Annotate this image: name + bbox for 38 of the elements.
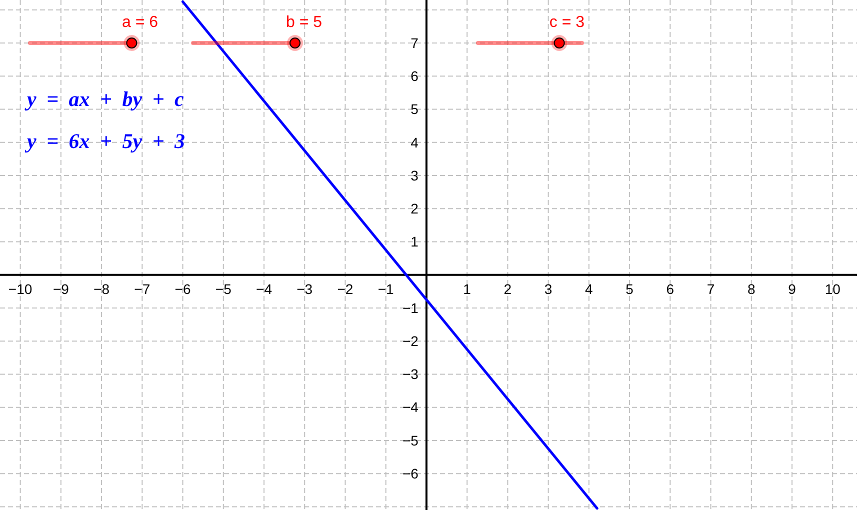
x-tick-label: 8	[748, 280, 756, 297]
x-tick-label: 9	[788, 280, 796, 297]
y-tick-label: 7	[410, 34, 419, 51]
x-tick-label: −9	[52, 280, 70, 297]
x-tick-label: −4	[256, 280, 272, 297]
x-tick-label: 6	[666, 280, 674, 297]
annotation: y = ax + by + c	[24, 87, 185, 111]
x-tick-label: −6	[174, 280, 191, 297]
y-tick-label: −3	[402, 366, 419, 382]
x-tick-label: −2	[337, 280, 354, 297]
y-tick-label: −6	[402, 465, 419, 482]
y-tick-label: −1	[402, 300, 419, 316]
y-tick-label: −2	[402, 333, 419, 350]
y-tick-label: 4	[410, 134, 419, 150]
y-tick-label: 2	[410, 200, 419, 217]
y-tick-label: 1	[410, 234, 419, 250]
annotation: c = 3	[549, 14, 585, 31]
annotation: a = 6	[122, 14, 158, 31]
y-tick-label: 6	[410, 68, 419, 84]
x-tick-label: −8	[94, 280, 110, 297]
annotation: b = 5	[286, 14, 322, 31]
y-tick-label: −5	[402, 432, 419, 448]
x-tick-label: −5	[215, 280, 232, 297]
x-tick-label: −7	[134, 280, 150, 297]
x-tick-label: 3	[544, 280, 552, 297]
annotation: y = 6x + 5y + 3	[24, 129, 186, 153]
x-tick-label: 5	[626, 280, 634, 297]
x-tick-label: 2	[504, 280, 512, 297]
x-tick-label: −1	[378, 280, 394, 297]
y-tick-label: −4	[402, 399, 419, 416]
x-tick-label: −3	[296, 280, 313, 297]
x-tick-label: 7	[706, 280, 715, 297]
x-tick-label: −10	[8, 280, 32, 297]
x-tick-label: 10	[824, 280, 841, 297]
y-tick-label: 3	[410, 167, 419, 184]
y-tick-label: 5	[410, 101, 419, 118]
x-tick-label: 4	[585, 280, 594, 297]
x-tick-label: 1	[463, 280, 472, 297]
